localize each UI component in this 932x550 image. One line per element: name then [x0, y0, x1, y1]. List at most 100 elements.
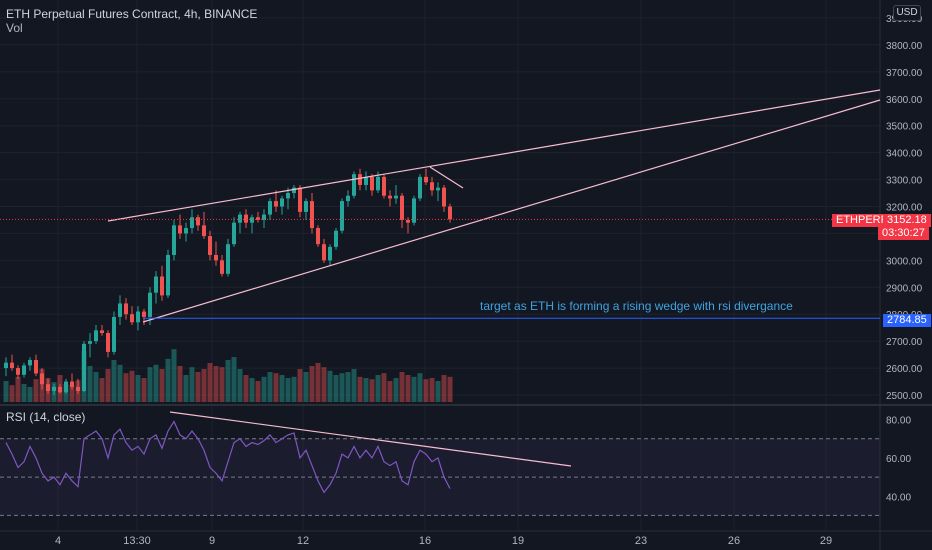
volume-bar: [87, 366, 93, 402]
volume-bar: [93, 372, 99, 402]
candle-body: [172, 225, 176, 255]
volume-bar: [213, 366, 219, 402]
annotation-text[interactable]: target as ETH is forming a rising wedge …: [480, 299, 793, 313]
candle-body: [328, 246, 332, 261]
volume-bar: [351, 369, 357, 402]
candle-body: [160, 276, 164, 296]
price-axis-label: 2700.00: [886, 337, 923, 348]
price-axis-label: 3000.00: [886, 256, 923, 267]
volume-bar: [303, 372, 309, 402]
candle-body: [316, 228, 320, 245]
last-price-tag: 3152.18: [883, 214, 931, 227]
price-axis-label: 3400.00: [886, 149, 923, 160]
candle-body: [34, 359, 38, 374]
wedge-upper-trendline: [107, 89, 881, 222]
target-price-tag: 2784.85: [883, 314, 931, 327]
candle-body: [268, 201, 272, 215]
volume-bar: [159, 369, 165, 402]
candle-body: [298, 187, 302, 212]
candle-body: [376, 176, 380, 191]
short-trendline: [429, 166, 464, 189]
candle-body: [430, 182, 434, 191]
time-axis-label: 23: [635, 535, 647, 547]
time-axis-label: 29: [820, 535, 832, 547]
candle-body: [208, 236, 212, 255]
rsi-axis-label: 80.00: [886, 416, 911, 427]
candle-body: [346, 195, 350, 202]
candle-body: [442, 187, 446, 207]
rsi-label: RSI (14, close): [6, 410, 86, 424]
volume-bar: [393, 378, 399, 402]
countdown-tag: 03:30:27: [878, 227, 929, 240]
candle-body: [226, 244, 230, 274]
price-axis-label: 2600.00: [886, 364, 923, 375]
candle-body: [52, 386, 56, 391]
volume-bar: [243, 375, 249, 402]
candle-body: [370, 176, 374, 191]
candle-body: [88, 341, 92, 344]
candle-body: [202, 225, 206, 237]
candle-body: [64, 381, 68, 393]
volume-bar: [375, 375, 381, 402]
volume-bar: [123, 373, 129, 402]
volume-bar: [369, 379, 375, 402]
time-axis-label: 13:30: [123, 535, 151, 547]
candle-body: [310, 201, 314, 229]
candle-body: [130, 314, 134, 323]
volume-bar: [309, 366, 315, 402]
candle-body: [448, 206, 452, 220]
candle-body: [154, 276, 158, 293]
symbol-tag: ETHPERP: [832, 214, 892, 227]
volume-bar: [297, 369, 303, 402]
price-axis-label: 3800.00: [886, 41, 923, 52]
candle-body: [70, 381, 74, 387]
time-axis-label: 12: [297, 535, 309, 547]
candle-body: [352, 174, 356, 196]
candle-body: [256, 217, 260, 220]
volume-bar: [279, 375, 285, 402]
volume-bar: [153, 364, 159, 402]
wedge-lower-trendline: [142, 99, 881, 323]
volume-bar: [27, 387, 33, 402]
rsi-line: [5, 420, 451, 494]
volume-bar: [429, 378, 435, 402]
volume-bar: [399, 372, 405, 402]
candle-body: [238, 214, 242, 223]
volume-bar: [99, 378, 105, 402]
candle-body: [394, 195, 398, 199]
volume-bar: [3, 381, 9, 402]
candle-body: [82, 343, 86, 391]
candle-body: [214, 254, 218, 261]
time-axis-label: 26: [728, 535, 740, 547]
price-axis-label: 2500.00: [886, 391, 923, 402]
candle-body: [340, 201, 344, 231]
volume-bar: [111, 360, 117, 402]
volume-bar: [363, 378, 369, 402]
price-axis-label: 3200.00: [886, 203, 923, 214]
candle-body: [58, 386, 62, 393]
candle-body: [118, 303, 122, 317]
candle-body: [358, 174, 362, 185]
time-axis-label: 4: [55, 535, 61, 547]
candle-body: [424, 176, 428, 183]
currency-badge[interactable]: USD: [893, 5, 921, 21]
candle-body: [112, 316, 116, 352]
price-axis-label: 3500.00: [886, 122, 923, 133]
volume-bar: [261, 376, 267, 402]
candle-body: [334, 230, 338, 247]
candle-body: [190, 217, 194, 229]
volume-bar: [237, 369, 243, 402]
candle-body: [184, 228, 188, 234]
candle-body: [148, 292, 152, 317]
candle-body: [286, 193, 290, 199]
time-axis-label: 19: [512, 535, 524, 547]
candle-body: [106, 333, 110, 352]
candle-body: [142, 311, 146, 317]
volume-bar: [183, 375, 189, 402]
volume-bar: [201, 369, 207, 402]
candle-body: [304, 201, 308, 212]
volume-bar: [117, 364, 123, 402]
volume-label: Vol: [6, 21, 23, 35]
volume-bar: [387, 381, 393, 402]
